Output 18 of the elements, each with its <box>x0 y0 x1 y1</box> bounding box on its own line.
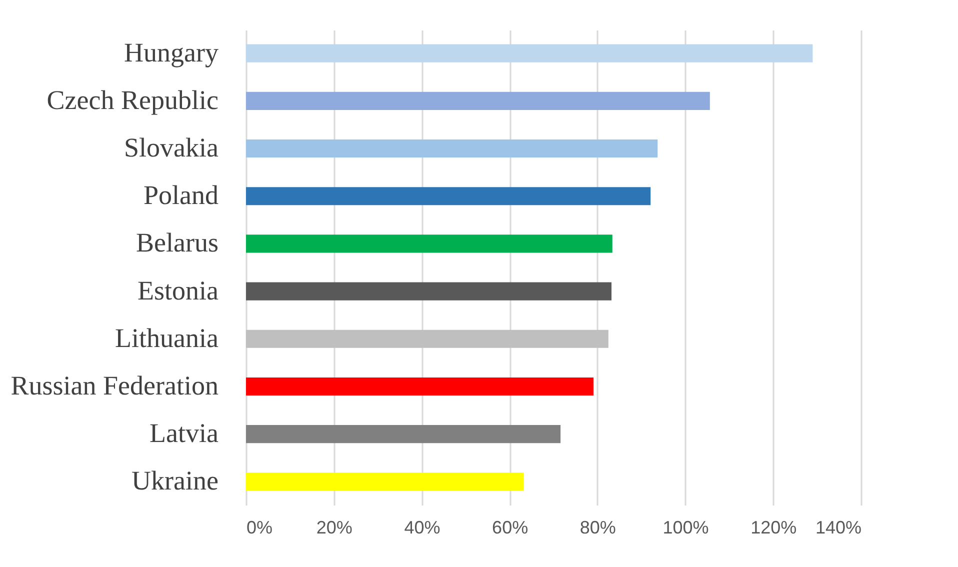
x-tick-label: 0% <box>246 518 273 538</box>
x-tick-label: 80% <box>580 518 616 538</box>
x-tick-label: 100% <box>662 518 709 538</box>
y-tick-label: Hungary <box>124 37 219 68</box>
x-tick-label: 140% <box>815 518 862 538</box>
y-tick-label: Ukraine <box>132 466 219 496</box>
x-tick-label: 40% <box>404 518 440 538</box>
y-tick-label: Czech Republic <box>46 84 219 115</box>
y-tick-label: Russian Federation <box>10 370 219 400</box>
x-tick-label: 20% <box>316 518 352 538</box>
x-tick-label: 60% <box>492 518 528 538</box>
y-tick-label: Slovakia <box>124 132 219 163</box>
y-tick-label: Lithuania <box>115 322 219 353</box>
y-tick-label: Estonia <box>138 275 219 306</box>
y-tick-label: Poland <box>143 180 219 210</box>
y-tick-label: Latvia <box>150 418 219 448</box>
y-tick-label: Belarus <box>136 228 218 258</box>
x-tick-label: 120% <box>750 518 797 538</box>
